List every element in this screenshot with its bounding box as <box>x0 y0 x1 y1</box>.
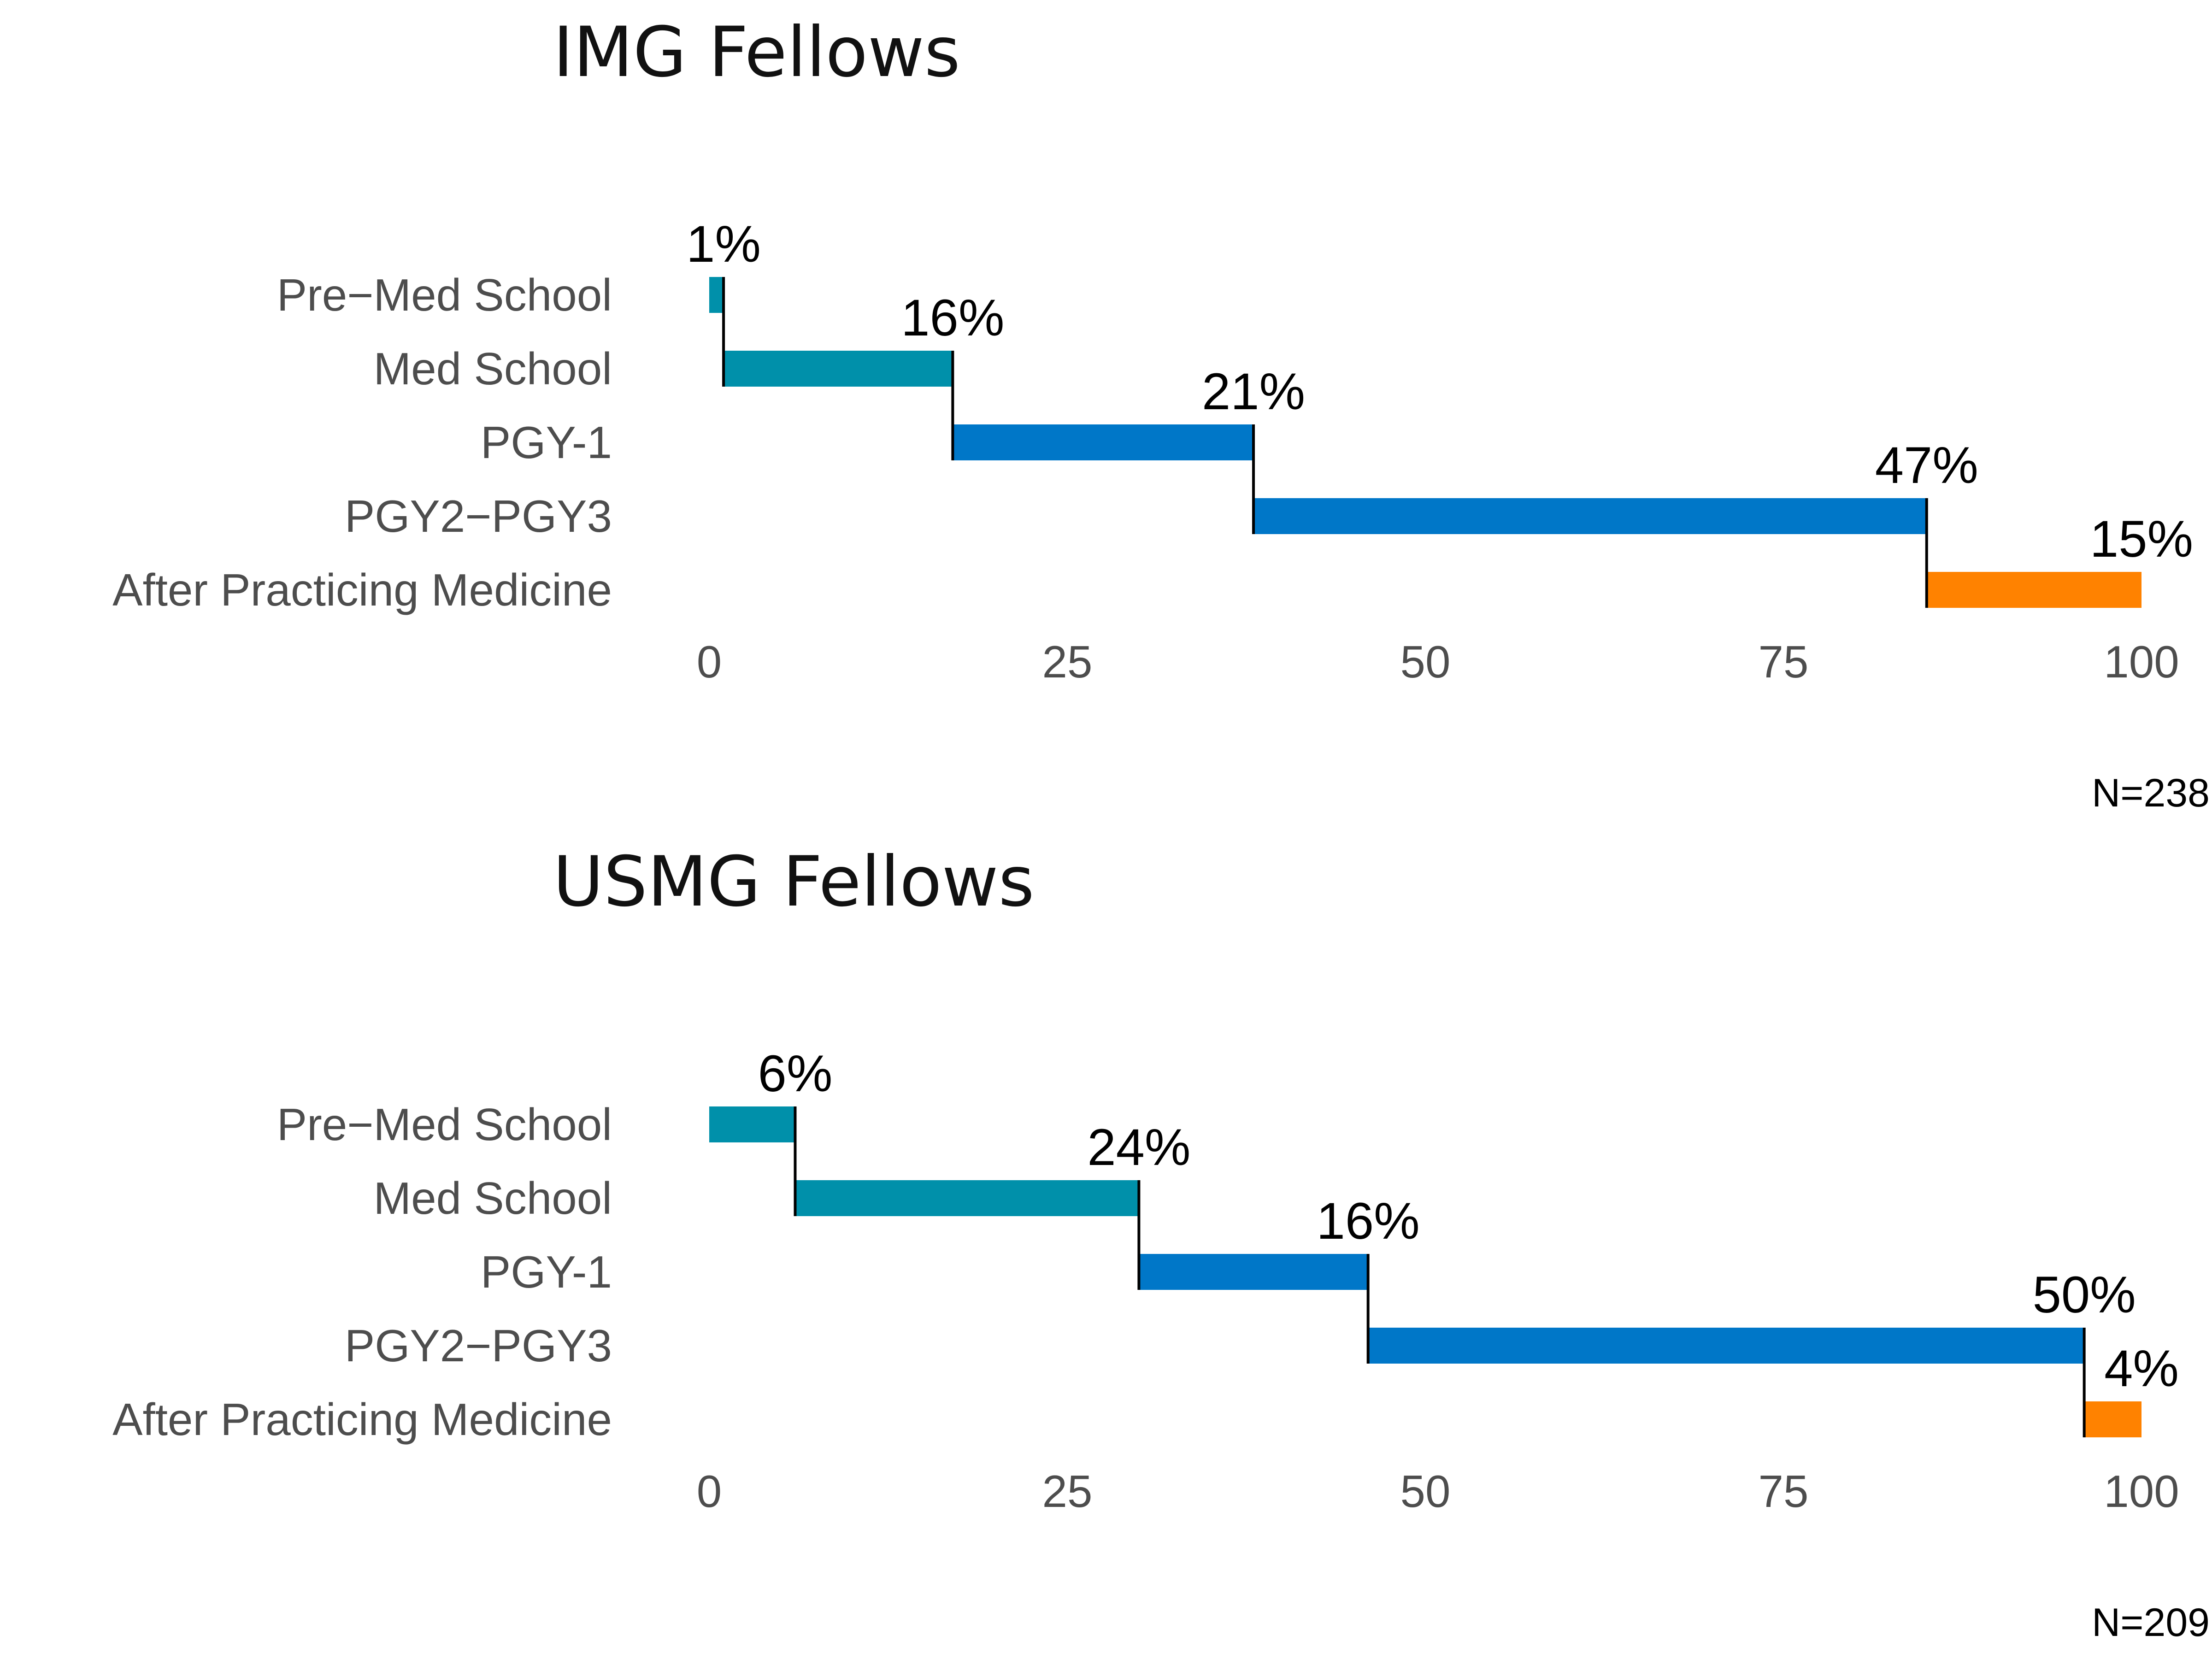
x-tick-label: 75 <box>1758 636 1808 687</box>
category-label: After Practicing Medicine <box>112 565 612 615</box>
bar <box>709 1106 795 1142</box>
category-label: Pre−Med School <box>277 270 612 320</box>
usmg-fellows-panel: USMG Fellows Pre−Med School Med School PGY… <box>112 842 2210 1645</box>
x-tick-label: 100 <box>2104 1466 2179 1517</box>
data-label: 21% <box>1202 363 1305 420</box>
data-label: 24% <box>1087 1118 1190 1176</box>
data-label: 1% <box>686 215 761 273</box>
category-label: PGY-1 <box>481 417 612 468</box>
category-label: Med School <box>373 343 612 394</box>
x-tick-label: 25 <box>1042 1466 1092 1517</box>
category-label: PGY2−PGY3 <box>345 1320 612 1371</box>
category-label: After Practicing Medicine <box>112 1394 612 1445</box>
bar <box>1368 1328 2084 1364</box>
x-tick-label: 50 <box>1400 1466 1450 1517</box>
bar <box>953 424 1254 460</box>
chart-title: IMG Fellows <box>553 12 960 93</box>
data-label: 4% <box>2104 1340 2179 1397</box>
x-tick-label: 50 <box>1400 636 1450 687</box>
category-label: Med School <box>373 1173 612 1224</box>
data-label: 47% <box>1875 436 1978 494</box>
category-label: PGY-1 <box>481 1247 612 1297</box>
img-fellows-panel: IMG Fellows Pre−Med School Med School PGY-… <box>112 12 2210 815</box>
data-label: 15% <box>2090 510 2193 568</box>
bar <box>1253 498 1927 534</box>
data-label: 50% <box>2033 1266 2136 1324</box>
chart-title: USMG Fellows <box>553 842 1035 922</box>
category-label: Pre−Med School <box>277 1099 612 1150</box>
sample-size-note: N=238 <box>2092 771 2210 815</box>
bar <box>709 277 724 313</box>
x-tick-label: 0 <box>697 1466 722 1517</box>
x-tick-label: 100 <box>2104 636 2179 687</box>
data-label: 6% <box>758 1045 833 1102</box>
data-label: 16% <box>1317 1192 1420 1250</box>
category-label: PGY2−PGY3 <box>345 491 612 541</box>
bar <box>724 351 953 387</box>
bar <box>795 1180 1139 1216</box>
x-tick-label: 0 <box>697 636 722 687</box>
x-tick-label: 25 <box>1042 636 1092 687</box>
x-tick-label: 75 <box>1758 1466 1808 1517</box>
sample-size-note: N=209 <box>2092 1600 2210 1645</box>
bar <box>1926 572 2141 608</box>
bar <box>2084 1401 2141 1437</box>
bar <box>1139 1254 1368 1290</box>
data-label: 16% <box>901 289 1004 347</box>
